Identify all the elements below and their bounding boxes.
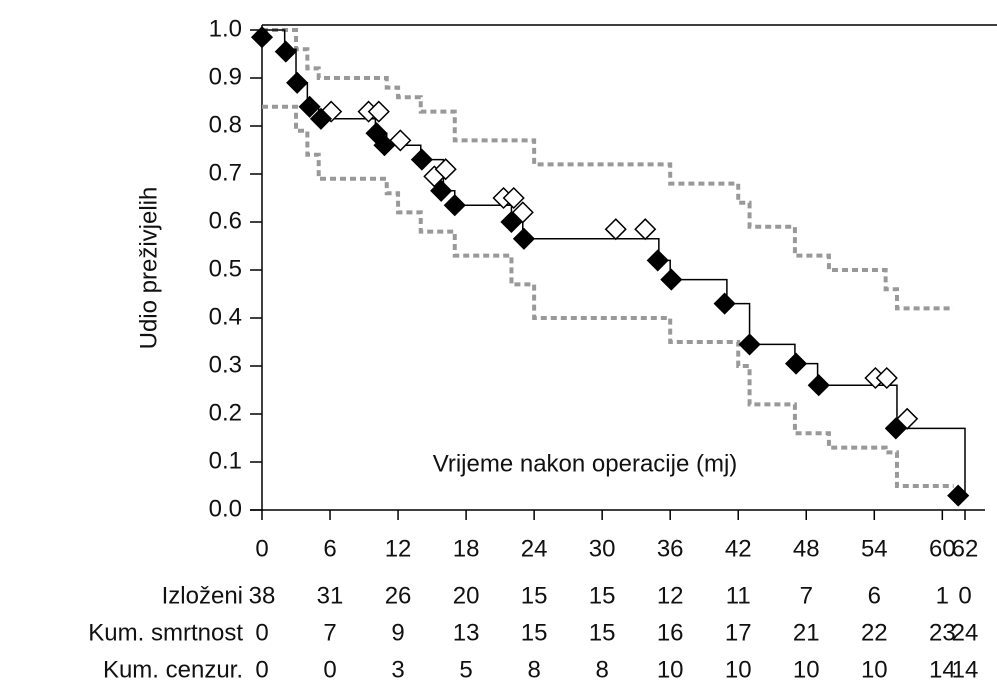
y-tick-label: 0.7 [209,159,242,186]
risk-value: 38 [249,582,276,609]
risk-value: 10 [861,656,888,683]
event-marker [807,374,830,397]
risk-value: 16 [657,619,684,646]
risk-value: 17 [725,619,752,646]
ci-upper [262,28,954,311]
risk-value: 0 [255,619,268,646]
risk-value: 21 [793,619,820,646]
x-tick-label: 6 [323,535,336,562]
y-tick-label: 0.6 [209,207,242,234]
x-tick-label: 54 [861,535,888,562]
risk-value: 10 [725,656,752,683]
event-marker [286,71,309,94]
y-tick-label: 0.8 [209,111,242,138]
event-marker [512,227,535,250]
event-marker [443,194,466,217]
risk-value: 7 [323,619,336,646]
y-tick-label: 0.0 [209,495,242,522]
risk-value: 9 [391,619,404,646]
event-marker [500,210,523,234]
x-tick-label: 24 [521,535,548,562]
risk-value: 11 [726,582,751,609]
x-tick-label: 48 [793,535,820,562]
risk-value: 10 [793,656,820,683]
risk-value: 0 [958,582,971,609]
event-marker [250,26,274,49]
event-marker [713,292,736,315]
risk-value: 24 [952,619,979,646]
risk-value: 7 [800,582,813,609]
event-marker [410,148,433,171]
risk-value: 31 [317,582,344,609]
event-marker [298,95,321,118]
risk-value: 14 [952,656,979,683]
risk-value: 13 [453,619,480,646]
risk-row-label: Kum. smrtnost [88,619,243,646]
event-marker [373,134,396,157]
censored-marker [634,218,657,241]
risk-value: 15 [589,582,616,609]
risk-row-label: Izloženi [162,582,243,609]
risk-value: 0 [255,656,268,683]
x-tick-label: 30 [589,535,616,562]
x-tick-label: 36 [657,535,684,562]
x-tick-label: 62 [952,535,979,562]
risk-value: 12 [657,582,684,609]
risk-value: 8 [527,656,540,683]
event-marker [646,249,669,272]
event-marker [309,107,333,130]
y-tick-label: 0.5 [209,255,242,282]
risk-value: 20 [453,582,480,609]
y-tick-label: 0.9 [209,63,242,90]
censored-marker [389,129,412,152]
event-marker [738,333,761,356]
censored-marker [320,100,343,123]
risk-value: 6 [868,582,881,609]
censored-marker [367,100,390,123]
ci-lower [262,104,954,488]
censored-marker [875,366,898,390]
risk-row-label: Kum. cenzur. [103,656,243,683]
censored-marker [604,218,627,241]
y-tick-label: 0.2 [209,399,242,426]
x-tick-label: 60 [929,535,956,562]
risk-value: 23 [929,619,956,646]
event-marker [430,179,453,202]
y-tick-label: 1.0 [209,15,242,42]
y-tick-label: 0.1 [209,447,242,474]
risk-value: 0 [323,656,336,683]
x-tick-label: 18 [453,535,480,562]
censored-marker [502,186,525,210]
y-axis-title: Udio preživjelih [135,187,162,350]
risk-value: 15 [521,619,548,646]
survival-curve [262,29,966,496]
censored-marker [434,158,457,181]
risk-value: 3 [391,656,404,683]
censored-marker [511,201,534,224]
risk-value: 22 [861,619,888,646]
event-marker [274,40,297,63]
event-marker [947,484,970,507]
risk-value: 1 [936,582,949,609]
risk-value: 5 [459,656,472,683]
risk-value: 15 [521,582,548,609]
event-marker [660,268,683,291]
risk-value: 15 [589,619,616,646]
x-tick-label: 42 [725,535,752,562]
y-tick-label: 0.3 [209,351,242,378]
y-tick-label: 0.4 [209,303,242,330]
risk-value: 8 [595,656,608,683]
x-tick-label: 0 [255,535,268,562]
risk-value: 26 [385,582,412,609]
x-tick-label: 12 [385,535,412,562]
risk-value: 14 [929,656,956,683]
event-marker [784,352,808,375]
x-axis-title: Vrijeme nakon operacije (mj) [433,450,738,477]
event-marker [884,417,907,440]
risk-value: 10 [657,656,684,683]
